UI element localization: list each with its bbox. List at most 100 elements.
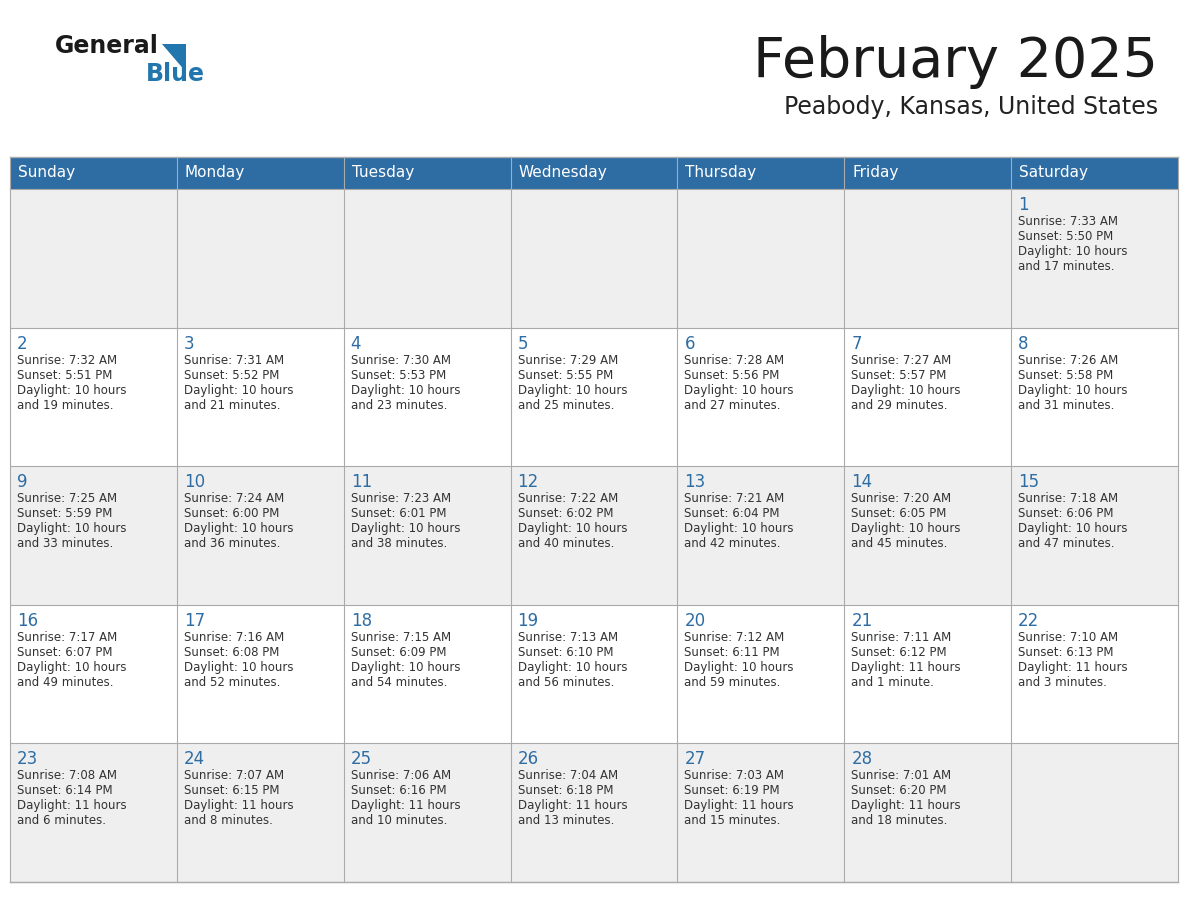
Text: Sunset: 6:02 PM: Sunset: 6:02 PM <box>518 508 613 521</box>
Text: 21: 21 <box>852 611 872 630</box>
Text: Sunrise: 7:31 AM: Sunrise: 7:31 AM <box>184 353 284 366</box>
Text: Sunrise: 7:03 AM: Sunrise: 7:03 AM <box>684 769 784 782</box>
Text: Sunset: 6:14 PM: Sunset: 6:14 PM <box>17 784 113 798</box>
Bar <box>677 189 845 328</box>
Text: Daylight: 11 hours: Daylight: 11 hours <box>684 800 794 812</box>
Text: Blue: Blue <box>146 62 206 86</box>
Bar <box>177 466 343 605</box>
Text: Sunrise: 7:16 AM: Sunrise: 7:16 AM <box>184 631 284 644</box>
Text: Sunset: 5:50 PM: Sunset: 5:50 PM <box>1018 230 1113 243</box>
Bar <box>343 328 511 466</box>
Bar <box>845 466 1011 605</box>
Text: 7: 7 <box>852 334 861 353</box>
Bar <box>1011 328 1178 466</box>
Text: Daylight: 10 hours: Daylight: 10 hours <box>1018 522 1127 535</box>
Text: 14: 14 <box>852 473 872 491</box>
Text: Sunrise: 7:21 AM: Sunrise: 7:21 AM <box>684 492 785 505</box>
Bar <box>845 189 1011 328</box>
Text: Daylight: 11 hours: Daylight: 11 hours <box>184 800 293 812</box>
Text: Sunset: 6:19 PM: Sunset: 6:19 PM <box>684 784 781 798</box>
Text: Sunrise: 7:24 AM: Sunrise: 7:24 AM <box>184 492 284 505</box>
Text: 15: 15 <box>1018 473 1040 491</box>
Text: Sunset: 6:08 PM: Sunset: 6:08 PM <box>184 645 279 659</box>
Text: Daylight: 10 hours: Daylight: 10 hours <box>350 522 460 535</box>
Text: Sunrise: 7:23 AM: Sunrise: 7:23 AM <box>350 492 450 505</box>
Bar <box>177 189 343 328</box>
Text: Sunset: 5:59 PM: Sunset: 5:59 PM <box>17 508 113 521</box>
Text: Daylight: 11 hours: Daylight: 11 hours <box>852 661 961 674</box>
Text: Sunset: 5:51 PM: Sunset: 5:51 PM <box>17 369 113 382</box>
Text: Tuesday: Tuesday <box>352 165 413 181</box>
Text: and 59 minutes.: and 59 minutes. <box>684 676 781 688</box>
Text: Daylight: 10 hours: Daylight: 10 hours <box>518 661 627 674</box>
Bar <box>845 328 1011 466</box>
Text: Daylight: 11 hours: Daylight: 11 hours <box>852 800 961 812</box>
Text: Saturday: Saturday <box>1019 165 1088 181</box>
Text: 16: 16 <box>17 611 38 630</box>
Text: Daylight: 10 hours: Daylight: 10 hours <box>17 384 126 397</box>
Text: Daylight: 11 hours: Daylight: 11 hours <box>350 800 460 812</box>
Text: Sunset: 6:13 PM: Sunset: 6:13 PM <box>1018 645 1113 659</box>
Bar <box>511 605 677 744</box>
Text: and 49 minutes.: and 49 minutes. <box>17 676 114 688</box>
Text: and 38 minutes.: and 38 minutes. <box>350 537 447 550</box>
Text: Daylight: 10 hours: Daylight: 10 hours <box>17 661 126 674</box>
Text: Daylight: 10 hours: Daylight: 10 hours <box>684 384 794 397</box>
Bar <box>177 328 343 466</box>
Text: and 13 minutes.: and 13 minutes. <box>518 814 614 827</box>
Text: and 47 minutes.: and 47 minutes. <box>1018 537 1114 550</box>
Text: Sunrise: 7:30 AM: Sunrise: 7:30 AM <box>350 353 450 366</box>
Text: 18: 18 <box>350 611 372 630</box>
Text: Sunset: 6:12 PM: Sunset: 6:12 PM <box>852 645 947 659</box>
Text: Sunrise: 7:28 AM: Sunrise: 7:28 AM <box>684 353 784 366</box>
Bar <box>677 328 845 466</box>
Bar <box>1011 157 1178 189</box>
Bar <box>343 157 511 189</box>
Bar <box>677 466 845 605</box>
Text: and 23 minutes.: and 23 minutes. <box>350 398 447 411</box>
Bar <box>10 189 177 328</box>
Text: Sunrise: 7:20 AM: Sunrise: 7:20 AM <box>852 492 952 505</box>
Text: Sunset: 6:15 PM: Sunset: 6:15 PM <box>184 784 279 798</box>
Bar <box>10 744 177 882</box>
Text: Sunrise: 7:27 AM: Sunrise: 7:27 AM <box>852 353 952 366</box>
Text: Sunset: 5:53 PM: Sunset: 5:53 PM <box>350 369 446 382</box>
Text: 6: 6 <box>684 334 695 353</box>
Text: Sunrise: 7:10 AM: Sunrise: 7:10 AM <box>1018 631 1118 644</box>
Text: Sunset: 6:00 PM: Sunset: 6:00 PM <box>184 508 279 521</box>
Text: Sunset: 6:20 PM: Sunset: 6:20 PM <box>852 784 947 798</box>
Bar <box>177 744 343 882</box>
Text: Daylight: 10 hours: Daylight: 10 hours <box>518 384 627 397</box>
Text: and 31 minutes.: and 31 minutes. <box>1018 398 1114 411</box>
Text: Daylight: 10 hours: Daylight: 10 hours <box>184 384 293 397</box>
Text: and 1 minute.: and 1 minute. <box>852 676 934 688</box>
Text: 23: 23 <box>17 750 38 768</box>
Text: Sunset: 5:52 PM: Sunset: 5:52 PM <box>184 369 279 382</box>
Bar <box>677 605 845 744</box>
Text: Daylight: 10 hours: Daylight: 10 hours <box>17 522 126 535</box>
Text: and 56 minutes.: and 56 minutes. <box>518 676 614 688</box>
Text: and 33 minutes.: and 33 minutes. <box>17 537 113 550</box>
Bar <box>1011 605 1178 744</box>
Text: Daylight: 10 hours: Daylight: 10 hours <box>350 661 460 674</box>
Text: Sunset: 6:09 PM: Sunset: 6:09 PM <box>350 645 447 659</box>
Bar <box>511 744 677 882</box>
Bar <box>10 157 177 189</box>
Text: Sunrise: 7:04 AM: Sunrise: 7:04 AM <box>518 769 618 782</box>
Bar <box>343 605 511 744</box>
Text: Sunrise: 7:32 AM: Sunrise: 7:32 AM <box>17 353 118 366</box>
Text: and 6 minutes.: and 6 minutes. <box>17 814 106 827</box>
Text: and 40 minutes.: and 40 minutes. <box>518 537 614 550</box>
Bar <box>511 328 677 466</box>
Text: and 15 minutes.: and 15 minutes. <box>684 814 781 827</box>
Text: Sunset: 6:01 PM: Sunset: 6:01 PM <box>350 508 447 521</box>
Text: Sunrise: 7:29 AM: Sunrise: 7:29 AM <box>518 353 618 366</box>
Bar <box>1011 744 1178 882</box>
Text: Daylight: 11 hours: Daylight: 11 hours <box>17 800 127 812</box>
Text: Sunset: 5:58 PM: Sunset: 5:58 PM <box>1018 369 1113 382</box>
Bar <box>10 466 177 605</box>
Bar <box>177 605 343 744</box>
Text: Daylight: 10 hours: Daylight: 10 hours <box>684 522 794 535</box>
Bar <box>10 605 177 744</box>
Text: 8: 8 <box>1018 334 1029 353</box>
